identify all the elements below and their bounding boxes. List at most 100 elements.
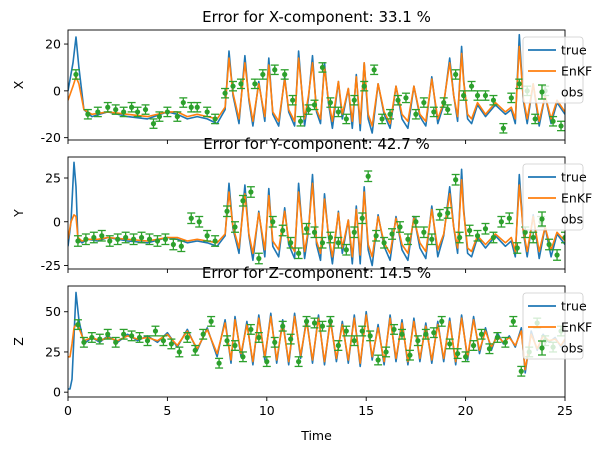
plot-area [68,291,565,390]
subplot-title: Error for X-component: 33.1 % [202,8,431,26]
obs-point [146,236,153,242]
x-tick-label: 20 [458,403,474,418]
obs-point [522,229,528,235]
obs-point [431,109,437,115]
obs-point [184,334,190,341]
obs-point [75,238,81,244]
obs-point [188,215,194,221]
obs-point [453,71,459,78]
obs-point [280,227,286,234]
obs-point [558,123,564,129]
y-axis-label: Y [11,209,26,218]
obs-point [89,334,95,341]
obs-point [439,318,445,324]
obs-point [194,104,200,110]
obs-point [463,354,469,360]
obs-point [453,177,459,183]
obs-point [105,331,111,337]
legend-label: true [561,299,587,314]
obs-point [457,234,463,241]
legend-label: EnKF [561,191,592,206]
obs-point [290,97,296,103]
obs-point [383,349,389,355]
obs-point [97,336,103,342]
legend-label: true [561,170,587,185]
obs-point [256,255,262,262]
obs-point [421,229,427,235]
obs-point [351,97,357,103]
obs-point [303,318,310,324]
obs-point [75,322,81,328]
x-tick-label: 15 [358,403,374,418]
obs-point [144,338,151,344]
series-true-line [68,33,565,134]
obs-point [162,236,169,242]
obs-point [461,92,467,99]
y-tick-label: -20 [41,130,61,145]
obs-point [238,81,244,87]
obs-point [445,106,451,113]
axes-frame [67,156,566,270]
obs-point [73,71,79,78]
legend-obs-marker [539,216,545,222]
obs-point [113,339,119,345]
obs-point [441,99,447,106]
obs-point [482,226,489,232]
obs-point [514,245,520,251]
obs-point [212,116,218,122]
obs-point [387,111,393,117]
obs-point [381,240,387,246]
obs-point [99,233,105,239]
obs-point [105,104,111,110]
obs-point [498,219,504,225]
obs-point [554,252,560,258]
obs-point [335,342,341,349]
obs-point [494,334,501,341]
obs-point [421,99,427,106]
series-obs [73,315,565,377]
legend-label: EnKF [561,64,592,79]
series-true-line [68,161,565,267]
obs-point [256,334,262,341]
obs-point [359,328,365,334]
obs-point [415,338,421,344]
obs-point [232,224,238,230]
obs-point [196,219,202,225]
obs-point [516,81,522,87]
obs-point [180,99,186,106]
obs-point [208,318,214,324]
obs-point [222,90,228,96]
obs-point [500,125,506,131]
obs-point [490,97,497,103]
obs-point [252,81,258,87]
obs-point [447,341,453,347]
legend-label: obs [561,212,583,227]
obs-point [445,210,451,216]
obs-point [403,95,409,101]
subplot-2: -25 0 25 Error for Y-component: 42.7 % Ytrue… [11,135,592,273]
obs-point [335,240,341,246]
obs-point [232,342,238,349]
y-axis-label: Z [11,337,26,346]
legend: true EnKF obs [522,163,592,231]
obs-point [373,233,379,239]
obs-point [260,71,266,78]
series-true-line [68,291,565,390]
obs-point [136,334,143,341]
obs-point [134,109,141,115]
obs-point [170,241,176,248]
obs-point [270,219,276,225]
obs-point [502,339,508,345]
y-tick-label: 25 [45,171,61,186]
obs-point [395,97,401,103]
subplot-title: Error for Y-component: 42.7 % [203,135,430,153]
obs-point [335,109,341,115]
axes-frame [67,285,566,398]
obs-point [397,224,403,230]
obs-point [121,331,127,337]
obs-point [474,233,481,239]
obs-point [455,350,461,357]
obs-point [152,328,159,334]
obs-point [546,241,552,248]
obs-point [115,236,121,242]
